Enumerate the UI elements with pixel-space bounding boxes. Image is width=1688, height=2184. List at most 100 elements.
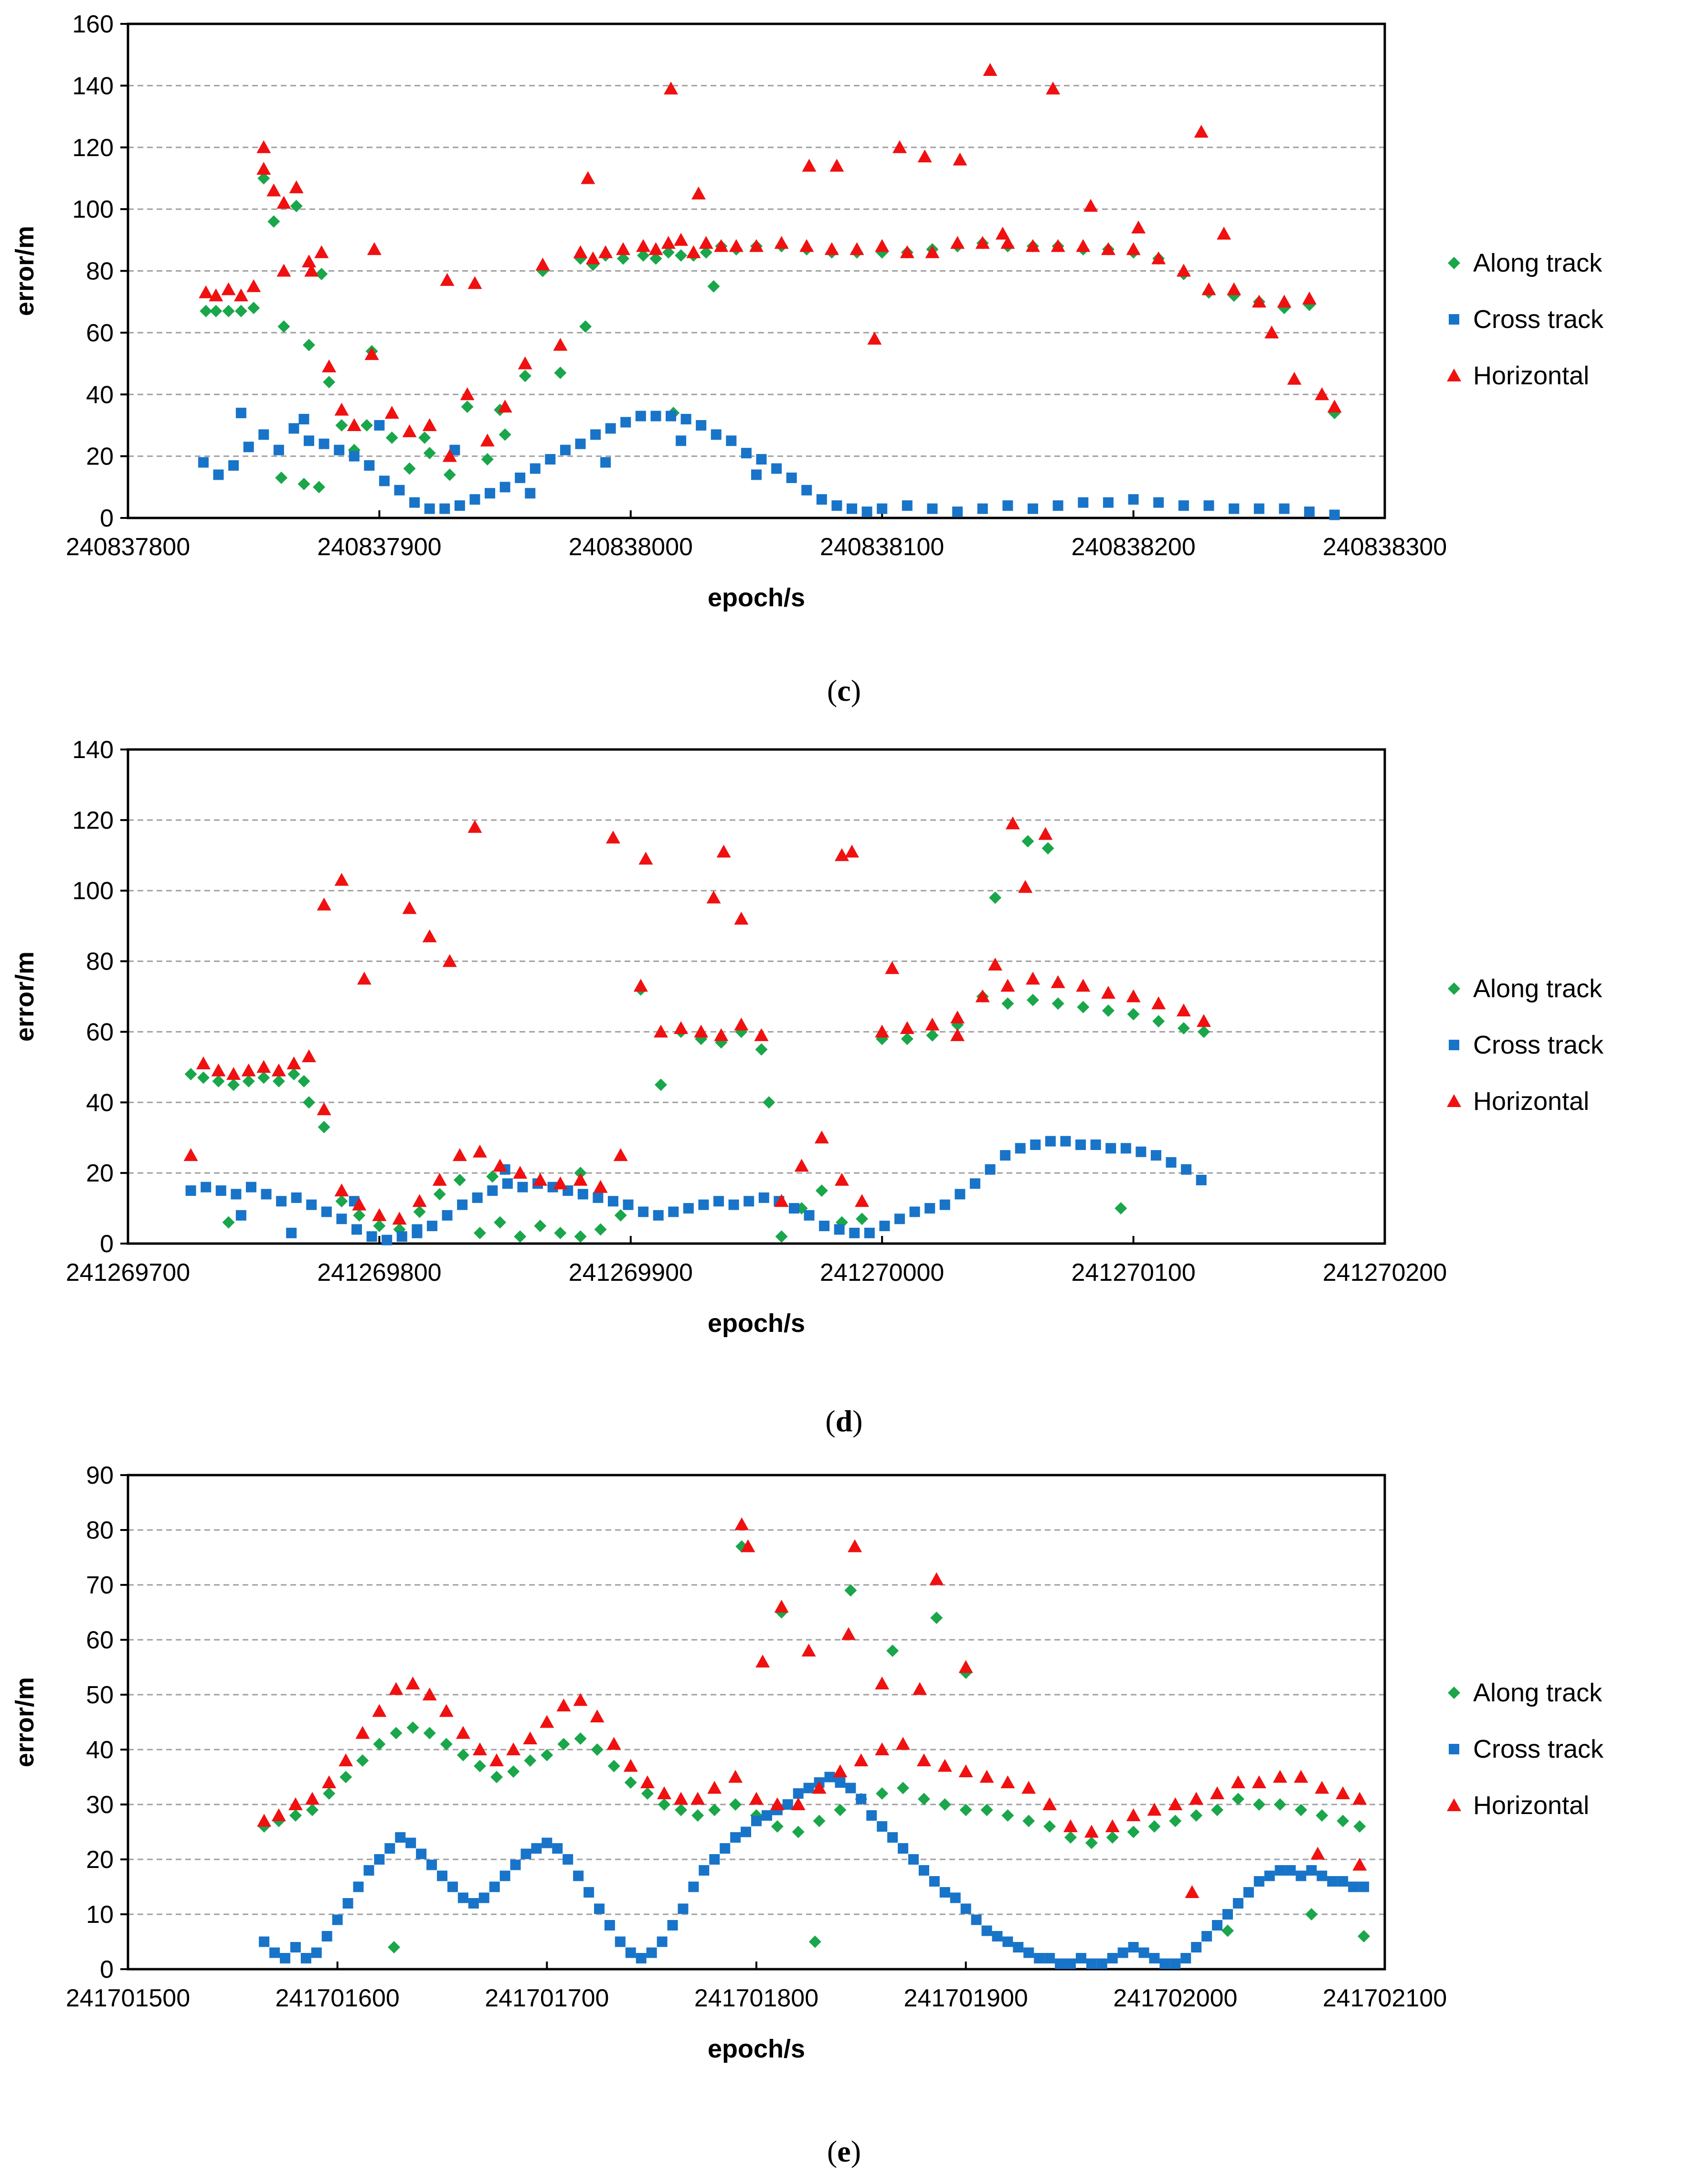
data-point [276, 196, 291, 209]
data-point [315, 267, 328, 280]
data-point [925, 245, 940, 258]
data-point [664, 81, 679, 95]
data-point [1126, 1808, 1141, 1821]
data-point [1252, 1775, 1266, 1788]
data-point [1176, 264, 1191, 277]
data-point [1000, 236, 1015, 249]
data-point [1177, 1022, 1190, 1035]
data-point [357, 971, 372, 985]
data-point [472, 1144, 487, 1158]
chart-d-caption: (d) [0, 1403, 1688, 1439]
data-point [761, 1810, 772, 1821]
data-point [356, 1754, 369, 1767]
data-point [573, 1693, 588, 1706]
data-point [615, 1936, 626, 1947]
series-horizontal [257, 1517, 1367, 1898]
data-point [786, 472, 797, 483]
data-point [547, 1182, 558, 1192]
data-point [1180, 1953, 1191, 1963]
data-point [303, 338, 316, 351]
data-point [985, 1164, 996, 1175]
data-point [323, 1787, 336, 1800]
data-point [1090, 1139, 1101, 1150]
chart-d-caption-letter: d [835, 1404, 853, 1438]
data-point [879, 1221, 890, 1232]
data-point [243, 442, 254, 453]
data-point [412, 1224, 423, 1235]
data-point [393, 1223, 406, 1236]
data-point [1147, 1803, 1162, 1816]
chart-e-caption: (e) [0, 2134, 1688, 2169]
data-point [514, 1230, 527, 1243]
data-point [754, 1028, 769, 1041]
data-point [361, 419, 373, 432]
data-point [598, 245, 613, 258]
data-point [478, 1892, 489, 1903]
x-tick-label: 240838000 [569, 533, 693, 561]
data-point [247, 302, 260, 315]
data-point [814, 1130, 829, 1144]
data-point [901, 1033, 913, 1045]
data-point [950, 1892, 961, 1903]
y-tick-label: 50 [86, 1681, 114, 1709]
data-point [590, 429, 601, 440]
data-point [683, 1203, 694, 1214]
data-point [1279, 503, 1290, 514]
data-point [698, 1199, 709, 1210]
data-point [196, 1056, 211, 1069]
data-point [545, 454, 556, 465]
x-tick-label: 240838300 [1323, 533, 1447, 561]
data-point [729, 1798, 742, 1811]
data-point [650, 411, 661, 422]
data-point [831, 500, 842, 511]
legend-triangle-icon [1447, 1798, 1461, 1811]
data-point [617, 252, 630, 265]
y-tick-label: 60 [86, 1626, 114, 1654]
data-point [1034, 1953, 1045, 1963]
data-point [640, 1775, 655, 1788]
data-point [662, 246, 675, 259]
legend-label: Cross track [1473, 305, 1604, 334]
data-point [406, 1721, 419, 1734]
data-point [816, 494, 827, 505]
data-point [418, 431, 431, 444]
data-point [1264, 1870, 1275, 1881]
data-point [302, 1049, 317, 1063]
data-point [688, 1881, 699, 1892]
data-point [741, 1539, 755, 1552]
data-point [437, 1870, 447, 1881]
data-point [875, 239, 890, 252]
data-point [388, 1941, 401, 1953]
data-point [185, 1185, 196, 1196]
data-point [691, 1809, 704, 1822]
data-point [1273, 1770, 1287, 1783]
data-point [554, 1226, 567, 1239]
data-point [793, 1788, 804, 1799]
data-point [1295, 1804, 1307, 1816]
data-point [591, 1743, 604, 1756]
data-point [929, 1876, 940, 1887]
data-point [1077, 1001, 1090, 1013]
data-point [691, 186, 706, 200]
data-point [1221, 1924, 1234, 1937]
data-point [1106, 1831, 1119, 1844]
data-point [442, 449, 457, 462]
data-point [1126, 989, 1141, 1002]
x-tick-label: 240837800 [66, 533, 190, 561]
legend-label: Horizontal [1473, 1791, 1589, 1820]
y-tick-label: 40 [86, 1736, 114, 1764]
data-point [1231, 1775, 1245, 1788]
data-point [1103, 497, 1114, 508]
data-point [584, 1887, 595, 1898]
data-point [1194, 125, 1209, 138]
data-point [276, 264, 291, 277]
data-point [449, 444, 460, 455]
y-tick-label: 20 [86, 443, 114, 471]
data-point [1102, 1004, 1115, 1017]
data-point [261, 1189, 272, 1200]
data-point [1063, 1819, 1078, 1832]
data-point [834, 1172, 849, 1186]
data-point [638, 1206, 649, 1217]
data-point [433, 1188, 446, 1201]
data-point [1021, 1781, 1036, 1794]
